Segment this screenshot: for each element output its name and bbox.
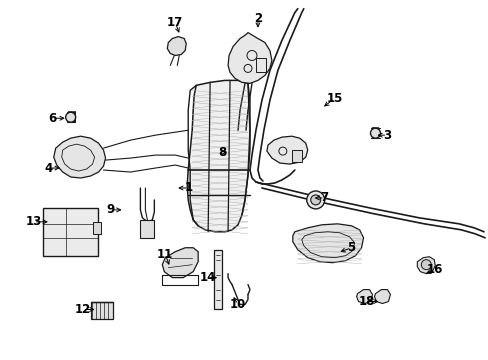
Polygon shape <box>374 289 389 303</box>
Bar <box>291 150 301 162</box>
Polygon shape <box>266 136 307 164</box>
Text: 3: 3 <box>383 129 391 142</box>
Text: 4: 4 <box>44 162 53 175</box>
Circle shape <box>310 195 320 205</box>
Text: 6: 6 <box>48 112 57 125</box>
Text: 14: 14 <box>200 271 216 284</box>
Text: 1: 1 <box>185 181 193 194</box>
Bar <box>255 58 265 72</box>
Text: 5: 5 <box>347 241 355 254</box>
Text: 2: 2 <box>253 12 262 25</box>
Polygon shape <box>227 32 271 84</box>
Text: 8: 8 <box>218 145 226 159</box>
Circle shape <box>370 128 380 138</box>
Text: 12: 12 <box>74 303 91 316</box>
Text: 16: 16 <box>426 263 443 276</box>
Bar <box>90 302 112 319</box>
Text: 13: 13 <box>26 215 42 228</box>
Circle shape <box>306 191 324 209</box>
Text: 15: 15 <box>326 92 342 105</box>
Text: 7: 7 <box>320 192 328 204</box>
Bar <box>92 222 101 234</box>
Bar <box>214 250 222 310</box>
Polygon shape <box>416 257 434 274</box>
Bar <box>42 208 98 256</box>
Circle shape <box>65 112 76 122</box>
Text: 9: 9 <box>106 203 114 216</box>
Bar <box>140 220 154 238</box>
Text: 11: 11 <box>157 248 173 261</box>
Text: 18: 18 <box>358 295 374 308</box>
Polygon shape <box>356 289 372 303</box>
Polygon shape <box>167 37 186 55</box>
Polygon shape <box>162 248 198 278</box>
Circle shape <box>421 260 430 270</box>
Polygon shape <box>54 136 105 178</box>
Text: 17: 17 <box>167 16 183 29</box>
Text: 10: 10 <box>229 298 245 311</box>
Polygon shape <box>292 224 363 263</box>
Polygon shape <box>187 80 249 232</box>
